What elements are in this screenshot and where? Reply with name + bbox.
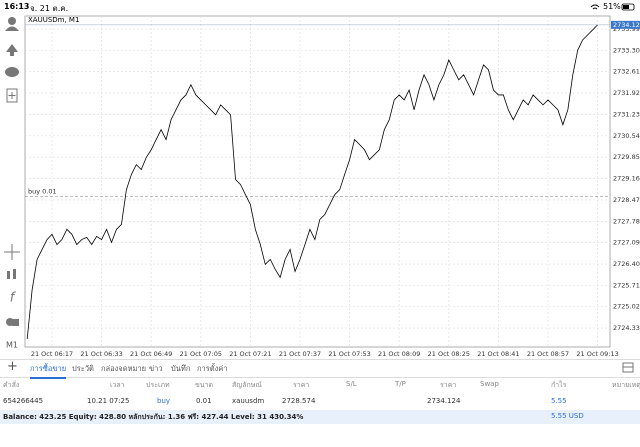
column-header: ประเภท	[146, 381, 170, 389]
cell-type: buy	[157, 397, 171, 405]
tab[interactable]: การซื้อขาย	[30, 363, 67, 379]
account-summary: Balance: 423.25 Equity: 428.80 หลักประกั…	[3, 413, 304, 421]
column-header: S/L	[346, 380, 357, 388]
tab[interactable]: กล่องจดหมาย	[101, 364, 147, 373]
chart: XAUUSDm, M1 2733.990 2733.300 2732.610 2731…	[24, 15, 640, 358]
tab[interactable]: ข่าว	[149, 364, 163, 373]
column-header: เวลา	[110, 381, 125, 389]
y-tick-label: 2730.540	[613, 132, 640, 140]
x-tick-label: 21 Oct 06:33	[80, 350, 122, 358]
x-tick-label: 21 Oct 08:57	[527, 350, 569, 358]
cell-order: 654266445	[3, 397, 44, 405]
function-icon[interactable]: f	[10, 291, 17, 306]
price-line	[26, 24, 598, 339]
x-tick-label: 21 Oct 07:21	[229, 350, 271, 358]
column-header: สัญลักษณ์	[232, 381, 262, 389]
column-header: T/P	[395, 380, 406, 388]
status-icons	[590, 3, 635, 11]
crosshair-icon[interactable]	[4, 244, 20, 260]
column-header: ขนาด	[195, 381, 214, 389]
panel-icon[interactable]	[622, 362, 634, 373]
x-tick-label: 21 Oct 08:09	[378, 350, 420, 358]
y-tick-label: 2725.710	[613, 281, 640, 289]
column-header: ราคา	[440, 381, 457, 389]
total-profit: 5.55 USD	[551, 412, 584, 420]
x-tick-label: 21 Oct 08:25	[428, 350, 470, 358]
trade-icon[interactable]	[6, 44, 18, 56]
left-toolbar: f M1	[4, 17, 20, 350]
status-date: จ. 21 ต.ค.	[30, 4, 69, 13]
y-tick-label: 2729.850	[613, 153, 640, 161]
chat-icon[interactable]	[5, 67, 19, 77]
summary-row	[0, 410, 640, 424]
x-tick-label: 21 Oct 07:37	[279, 350, 321, 358]
y-tick-label: 2731.230	[613, 110, 640, 118]
column-header: หมายเหตุ	[612, 381, 640, 389]
column-header: Swap	[480, 380, 499, 388]
tab[interactable]: บันทึก	[171, 364, 191, 373]
x-tick-label: 21 Oct 09:13	[576, 350, 618, 358]
new-icon[interactable]	[6, 88, 18, 103]
x-tick-label: 21 Oct 06:49	[130, 350, 172, 358]
cell-open-price: 2728.574	[282, 397, 316, 405]
last-price-box	[611, 20, 640, 29]
add-button[interactable]: +	[7, 359, 18, 374]
y-tick-label: 2728.470	[613, 196, 640, 204]
y-tick-label: 2733.300	[613, 46, 640, 54]
position-label: buy 0.01	[28, 188, 57, 196]
tab[interactable]: ประวัติ	[72, 364, 94, 373]
x-tick-label: 21 Oct 06:17	[31, 350, 73, 358]
cell-symbol: xauusdm	[232, 397, 265, 405]
column-header: ราคา	[293, 381, 310, 389]
chart-title: XAUUSDm, M1	[28, 16, 79, 24]
y-tick-label: 2731.920	[613, 89, 640, 97]
y-tick-label: 2732.610	[613, 68, 640, 76]
x-tick-label: 21 Oct 07:05	[180, 350, 222, 358]
battery-level: 51%	[603, 2, 621, 11]
y-tick-label: 2727.780	[613, 217, 640, 225]
y-tick-label: 2726.400	[613, 260, 640, 268]
tab-bar	[0, 359, 640, 378]
timeframe[interactable]: M1	[6, 341, 18, 350]
y-tick-label: 2733.990	[613, 25, 640, 33]
x-tick-label: 21 Oct 07:53	[328, 350, 370, 358]
y-tick-label: 2725.020	[613, 303, 640, 311]
column-header: คำสั่ง	[3, 381, 20, 389]
y-tick-label: 2727.090	[613, 239, 640, 247]
tab[interactable]: การตั้งค่า	[197, 364, 228, 373]
column-header: กำไร	[551, 381, 567, 389]
account-icon[interactable]	[8, 17, 16, 25]
cell-time: 10.21 07:25	[87, 397, 130, 405]
y-tick-label: 2729.160	[613, 175, 640, 183]
status-time: 16:13	[4, 2, 30, 11]
plot-frame	[24, 15, 611, 348]
indicator-icon[interactable]	[7, 271, 10, 279]
last-price-label: 2734.124	[613, 21, 640, 29]
cell-volume: 0.01	[196, 397, 212, 405]
x-tick-label: 21 Oct 08:41	[477, 350, 519, 358]
cell-profit: 5.55	[551, 397, 567, 405]
y-tick-label: 2724.330	[613, 324, 640, 332]
cell-current-price: 2734.124	[427, 397, 461, 405]
